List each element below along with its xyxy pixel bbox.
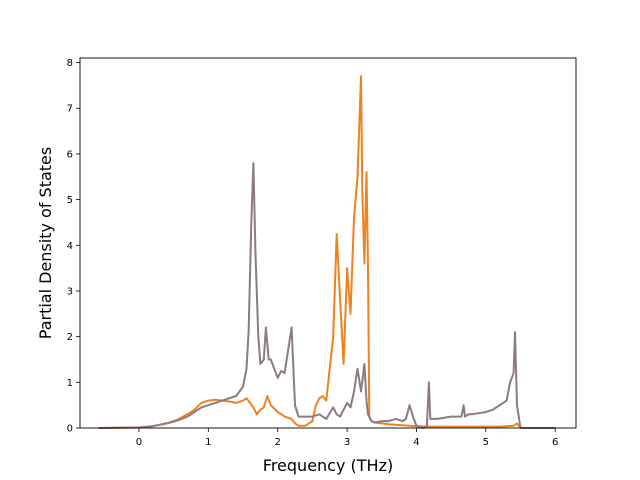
series-line-1 <box>98 75 556 429</box>
x-axis: 0 1 2 3 4 5 6 <box>136 428 558 448</box>
x-tick-label: 1 <box>205 437 211 448</box>
y-tick-label: 6 <box>67 149 73 160</box>
series-line-2 <box>98 162 556 429</box>
y-tick-label: 8 <box>67 58 73 69</box>
y-tick-label: 4 <box>67 241 73 252</box>
y-axis-label: Partial Density of States <box>36 147 55 339</box>
x-tick-label: 4 <box>413 437 419 448</box>
x-tick-label: 3 <box>344 437 350 448</box>
y-tick-label: 1 <box>67 378 73 389</box>
y-tick-label: 3 <box>67 286 73 297</box>
plot-frame <box>79 57 577 429</box>
x-tick-label: 0 <box>136 437 142 448</box>
x-axis-label: Frequency (THz) <box>263 456 393 475</box>
y-axis: 0 1 2 3 4 5 6 7 8 <box>67 58 80 435</box>
y-tick-label: 2 <box>67 332 73 343</box>
y-tick-label: 0 <box>67 424 73 435</box>
y-tick-label: 5 <box>67 195 73 206</box>
x-tick-label: 6 <box>552 437 558 448</box>
series-layer <box>98 75 556 429</box>
x-tick-label: 5 <box>483 437 489 448</box>
y-tick-label: 7 <box>67 104 73 115</box>
x-tick-label: 2 <box>275 437 281 448</box>
